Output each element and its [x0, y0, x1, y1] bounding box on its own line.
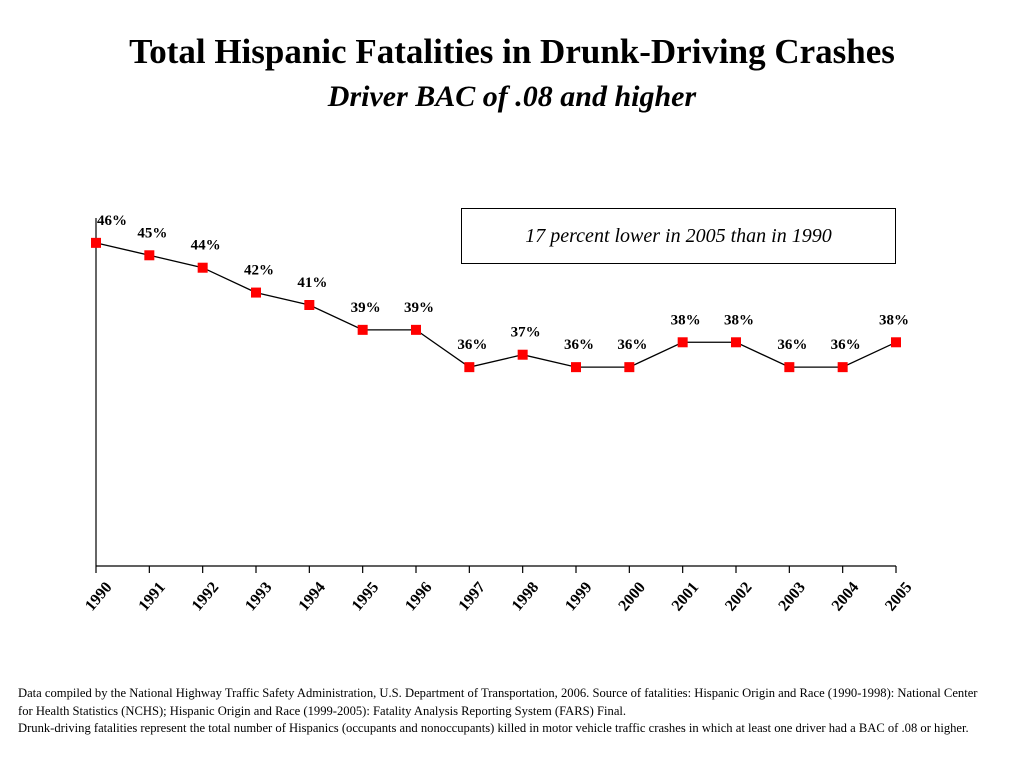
x-tick-label: 2005: [882, 579, 916, 614]
x-tick-label: 1991: [135, 579, 169, 614]
data-label: 36%: [777, 337, 807, 353]
x-tick-label: 1992: [189, 579, 223, 614]
data-point-marker: [357, 324, 368, 335]
x-tick-label: 1996: [402, 579, 436, 614]
annotation-box: 17 percent lower in 2005 than in 1990: [461, 208, 896, 264]
footnote-definition: Drunk-driving fatalities represent the t…: [18, 721, 969, 735]
data-labels: 46% 45% 44% 42% 41% 39% 39% 36% 37% 36% 36% 38% 38% 3…: [97, 213, 909, 353]
x-tick-label: 1990: [82, 579, 116, 614]
data-label: 38%: [879, 312, 909, 328]
data-label: 45%: [137, 225, 167, 241]
data-label: 38%: [724, 312, 754, 328]
x-tick-label: 2004: [829, 579, 863, 614]
chart-axes: [95, 218, 896, 567]
data-point-marker: [624, 362, 635, 373]
x-tick-label: 2002: [722, 579, 756, 614]
data-point-marker: [677, 337, 688, 348]
x-axis-ticks: [95, 566, 897, 573]
data-point-marker: [91, 237, 101, 248]
x-axis-tick-labels: 1990 1991 1992 1993 1994 1995 1996 1997 1998 1999…: [82, 579, 916, 614]
x-tick-label: 1999: [562, 579, 596, 614]
x-tick-label: 2003: [775, 579, 809, 614]
data-label: 38%: [671, 312, 701, 328]
chart-subtitle: Driver BAC of .08 and higher: [327, 80, 697, 113]
source-footnote: Data compiled by the National Highway Tr…: [18, 685, 993, 738]
series-polyline: [95, 242, 897, 368]
line-chart: 1990 1991 1992 1993 1994 1995 1996 1997 1998 1999…: [82, 213, 916, 615]
data-label: 39%: [351, 300, 381, 316]
data-label: 39%: [404, 300, 434, 316]
x-tick-label: 2000: [615, 579, 649, 614]
data-label: 36%: [831, 337, 861, 353]
data-point-marker: [304, 300, 315, 310]
data-point-marker: [731, 337, 741, 348]
series-markers: [91, 237, 901, 373]
data-point-marker: [197, 262, 208, 273]
x-tick-label: 1998: [509, 579, 543, 614]
x-tick-label: 1994: [295, 579, 329, 614]
data-point-marker: [464, 362, 475, 373]
data-point-marker: [837, 362, 848, 373]
footnote-source: Data compiled by the National Highway Tr…: [18, 686, 978, 718]
data-point-marker: [891, 337, 901, 348]
data-label: 36%: [617, 337, 647, 353]
x-tick-label: 1993: [242, 579, 276, 614]
data-point-marker: [251, 287, 261, 298]
x-tick-label: 2001: [669, 579, 703, 614]
data-point-marker: [517, 349, 528, 360]
x-tick-label: 1997: [455, 579, 489, 614]
data-label: 42%: [244, 263, 274, 279]
data-point-marker: [144, 250, 155, 261]
data-label: 46%: [97, 213, 127, 229]
data-label: 44%: [191, 238, 221, 254]
data-label: 36%: [564, 337, 594, 353]
data-point-marker: [784, 362, 795, 373]
data-point-marker: [571, 362, 581, 373]
data-label: 36%: [457, 337, 487, 353]
data-label: 37%: [511, 325, 541, 341]
x-tick-label: 1995: [349, 579, 383, 614]
series-line: [95, 242, 897, 368]
data-label: 41%: [297, 275, 327, 291]
chart-title: Total Hispanic Fatalities in Drunk-Drivi…: [129, 32, 895, 71]
data-point-marker: [411, 324, 421, 335]
